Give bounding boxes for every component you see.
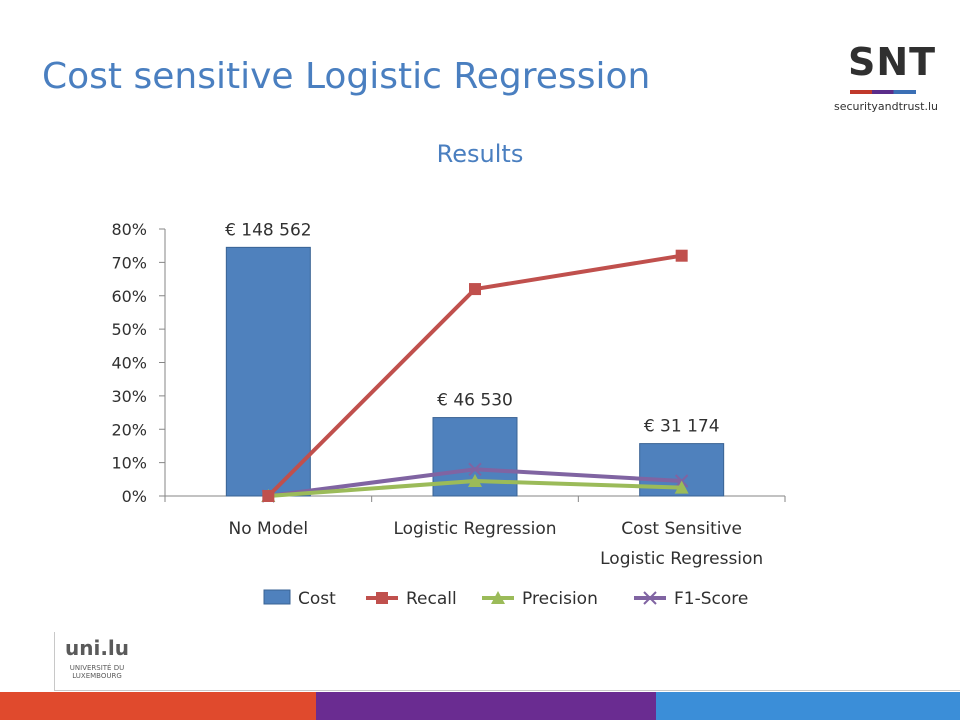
university-logo-name: uni.lu bbox=[64, 636, 130, 660]
y-tick-label: 70% bbox=[111, 253, 147, 272]
chart-title: Results bbox=[436, 140, 524, 168]
footer-divider-vertical bbox=[54, 632, 55, 690]
legend-label-precision: Precision bbox=[522, 589, 598, 609]
university-logo-line1: UNIVERSITÉ DU bbox=[69, 664, 125, 672]
point-precision bbox=[468, 473, 482, 487]
y-tick-label: 80% bbox=[111, 220, 147, 239]
point-recall bbox=[469, 283, 481, 296]
y-tick-label: 40% bbox=[111, 354, 147, 373]
y-tick-label: 30% bbox=[111, 387, 147, 406]
bar-data-label: € 31 174 bbox=[644, 417, 720, 437]
x-tick-label: Logistic Regression bbox=[393, 519, 556, 539]
footer-strip-purple bbox=[316, 692, 656, 720]
legend-marker-recall bbox=[376, 592, 388, 604]
bar-data-label: € 46 530 bbox=[437, 391, 513, 411]
y-tick-label: 60% bbox=[111, 287, 147, 306]
legend-label-f1-score: F1-Score bbox=[674, 589, 748, 609]
point-f1-score bbox=[468, 462, 482, 477]
snt-logo-bar bbox=[850, 90, 916, 94]
legend-label-recall: Recall bbox=[406, 589, 457, 609]
footer-divider-horizontal bbox=[54, 690, 960, 691]
bar-cost bbox=[225, 246, 311, 497]
bar-data-label: € 148 562 bbox=[225, 220, 312, 240]
point-recall bbox=[675, 249, 688, 262]
snt-logo-domain: securityandtrust.lu bbox=[834, 100, 938, 113]
snt-logo-mark: SNT bbox=[848, 40, 937, 84]
x-tick-label: Cost Sensitive bbox=[621, 519, 742, 539]
legend-marker-precision bbox=[491, 591, 505, 604]
x-tick-label: No Model bbox=[229, 519, 309, 539]
y-tick-label: 10% bbox=[111, 454, 147, 473]
footer-strip-blue bbox=[656, 692, 960, 720]
y-tick-label: 20% bbox=[111, 420, 147, 439]
university-logo-subtitle: UNIVERSITÉ DU LUXEMBOURG bbox=[60, 664, 134, 680]
legend-marker-f1-score bbox=[643, 591, 657, 605]
point-precision bbox=[674, 480, 689, 494]
y-tick-label: 50% bbox=[111, 320, 147, 339]
legend-label-cost: Cost bbox=[298, 589, 336, 609]
legend-swatch-cost bbox=[263, 589, 291, 605]
x-tick-label: Logistic Regression bbox=[600, 549, 763, 569]
university-logo-line2: LUXEMBOURG bbox=[72, 672, 122, 680]
footer-strip-red bbox=[0, 692, 316, 720]
footer-color-strip bbox=[0, 692, 960, 720]
y-tick-label: 0% bbox=[122, 487, 147, 506]
snt-logo: SNT securityandtrust.lu bbox=[834, 40, 938, 122]
slide-title: Cost sensitive Logistic Regression bbox=[42, 56, 651, 97]
results-chart: Results 0% 10% 20% 30% 40% 50% 60% 70% 80% No Mod… bbox=[0, 120, 960, 620]
university-logo: uni.lu UNIVERSITÉ DU LUXEMBOURG bbox=[60, 636, 134, 688]
point-recall bbox=[262, 490, 275, 502]
chart-svg: 0% 10% 20% 30% 40% 50% 60% 70% 80% No Model Logist… bbox=[111, 220, 786, 609]
